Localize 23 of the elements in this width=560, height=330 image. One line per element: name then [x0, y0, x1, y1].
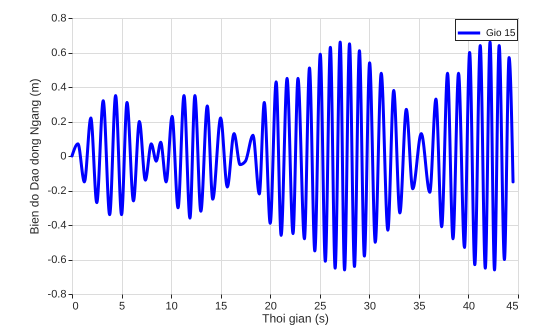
y-tick-label: -0.4 — [48, 220, 66, 232]
y-tick-label: 0 — [60, 150, 66, 162]
x-tick-label: 20 — [264, 300, 277, 312]
line-series — [70, 40, 515, 272]
x-tick-label: 35 — [413, 300, 426, 312]
y-tick-label: -0.6 — [48, 254, 66, 266]
x-tick-label: 0 — [72, 300, 79, 312]
x-tick-label: 15 — [215, 300, 228, 312]
y-tick-label: 0.8 — [51, 12, 66, 24]
x-tick-label: 10 — [165, 300, 178, 312]
y-tick-label: -0.8 — [48, 288, 66, 300]
y-tick-label: 0.6 — [51, 47, 66, 59]
legend-label: Gio 15 — [486, 28, 516, 39]
x-tick-label: 25 — [314, 300, 326, 312]
y-axis-title: Bien do Dao dong Ngang (m) — [28, 78, 42, 235]
y-tick-label: 0.2 — [51, 116, 66, 128]
x-tick-label: 5 — [118, 300, 126, 312]
x-axis-title: Thoi gian (s) — [262, 312, 329, 326]
x-tick-label: 40 — [462, 300, 476, 312]
y-tick-label: 0.4 — [51, 82, 66, 94]
y-tick-label: -0.2 — [48, 185, 66, 197]
x-tick-label: 45 — [506, 300, 518, 312]
x-tick-label: 30 — [364, 300, 376, 312]
